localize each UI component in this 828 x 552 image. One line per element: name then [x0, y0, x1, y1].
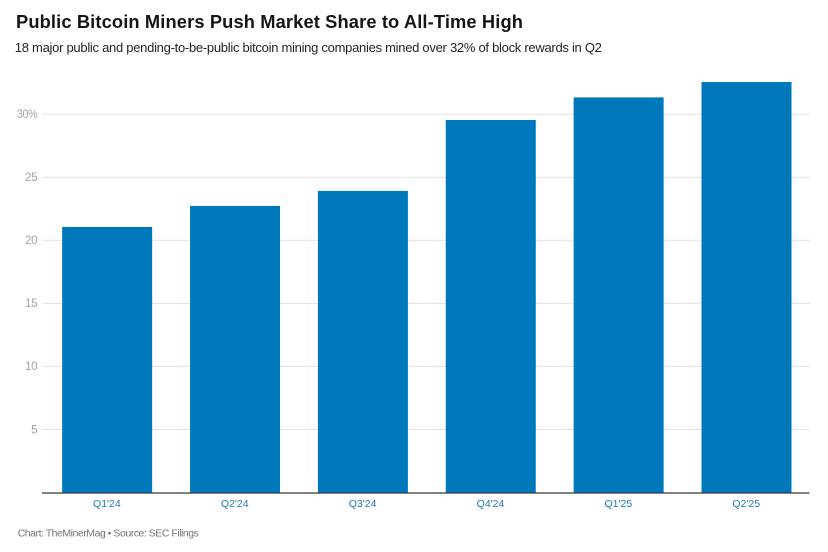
svg-text:Q2'24: Q2'24	[221, 498, 249, 510]
svg-text:Public Bitcoin Miners Push Mar: Public Bitcoin Miners Push Market Share …	[16, 11, 523, 32]
svg-text:18 major public and pending-to: 18 major public and pending-to-be-public…	[15, 40, 602, 55]
svg-text:15: 15	[25, 297, 37, 310]
svg-text:Q2'25: Q2'25	[732, 498, 760, 510]
svg-text:30%: 30%	[17, 108, 37, 121]
svg-text:Q3'24: Q3'24	[349, 498, 377, 510]
svg-text:25: 25	[25, 171, 37, 184]
svg-text:20: 20	[25, 234, 37, 247]
svg-text:Q4'24: Q4'24	[477, 498, 505, 510]
svg-text:5: 5	[31, 423, 37, 436]
svg-text:Q1'25: Q1'25	[605, 498, 633, 510]
svg-text:Chart: TheMinerMag • Source: S: Chart: TheMinerMag • Source: SEC Filings	[18, 528, 199, 540]
svg-text:10: 10	[25, 360, 37, 373]
svg-text:Q1'24: Q1'24	[93, 498, 121, 510]
